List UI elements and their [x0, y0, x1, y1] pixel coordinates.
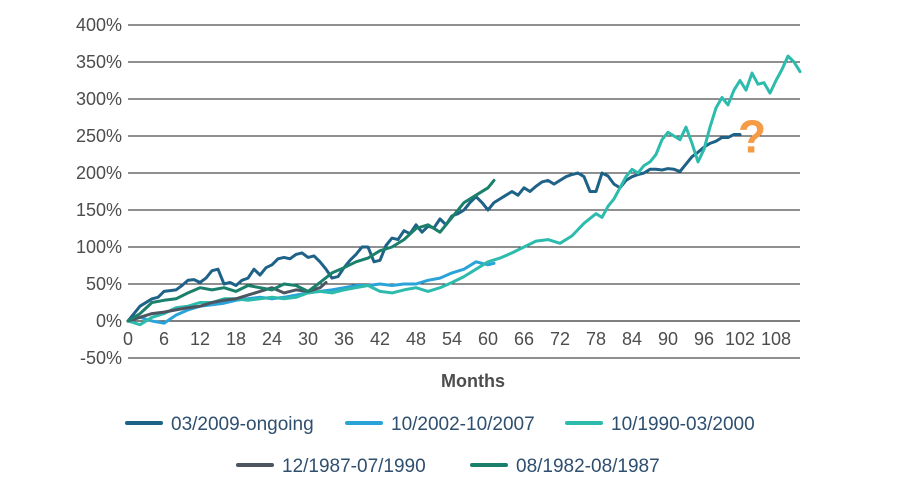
legend-label: 03/2009-ongoing	[171, 414, 314, 435]
legend-label: 10/1990-03/2000	[611, 414, 755, 435]
x-axis-title: Months	[441, 371, 505, 391]
series-line	[126, 281, 328, 323]
series-line	[126, 178, 496, 323]
y-tick-label: 300%	[76, 89, 122, 109]
x-axis-ticks: 0 6 12 18 24 30 36 42 48 54 60 66 72 78 84 90 96 102 108	[123, 329, 791, 349]
x-tick-label: 30	[298, 329, 318, 349]
x-tick-label: 66	[514, 329, 534, 349]
y-tick-label: 350%	[76, 52, 122, 72]
y-tick-label: 250%	[76, 126, 122, 146]
x-tick-label: 78	[586, 329, 606, 349]
x-tick-label: 18	[226, 329, 246, 349]
y-tick-label: 150%	[76, 200, 122, 220]
series-lines	[126, 54, 802, 327]
x-tick-label: 36	[334, 329, 354, 349]
x-tick-label: 96	[694, 329, 714, 349]
x-tick-label: 72	[550, 329, 570, 349]
y-tick-label: 100%	[76, 237, 122, 257]
x-tick-label: 102	[725, 329, 755, 349]
y-tick-label: 0%	[96, 311, 122, 331]
x-tick-label: 108	[761, 329, 791, 349]
x-tick-label: 90	[658, 329, 678, 349]
y-tick-label: 400%	[76, 15, 122, 35]
series-line	[126, 54, 802, 327]
x-tick-label: 24	[262, 329, 282, 349]
x-tick-label: 42	[370, 329, 390, 349]
x-tick-label: 84	[622, 329, 642, 349]
x-tick-label: 54	[442, 329, 462, 349]
legend: 03/2009-ongoing 10/2002-10/2007 10/1990-03…	[125, 414, 755, 477]
question-mark-annotation: ?	[738, 110, 766, 162]
legend-label: 10/2002-10/2007	[391, 414, 535, 435]
legend-label: 12/1987-07/1990	[282, 456, 426, 477]
y-tick-label: 200%	[76, 163, 122, 183]
x-tick-label: 48	[406, 329, 426, 349]
x-tick-label: 60	[478, 329, 498, 349]
y-tick-label: -50%	[80, 348, 122, 368]
x-tick-label: 12	[190, 329, 210, 349]
gridlines	[128, 24, 800, 359]
y-tick-label: 50%	[86, 274, 122, 294]
series-line	[126, 133, 742, 323]
legend-label: 08/1982-08/1987	[516, 456, 660, 477]
x-tick-label: 6	[159, 329, 169, 349]
x-tick-label: 0	[123, 329, 133, 349]
y-axis-ticks: -50% 0% 50% 100% 150% 200% 250% 300% 350% 400%	[76, 15, 122, 368]
